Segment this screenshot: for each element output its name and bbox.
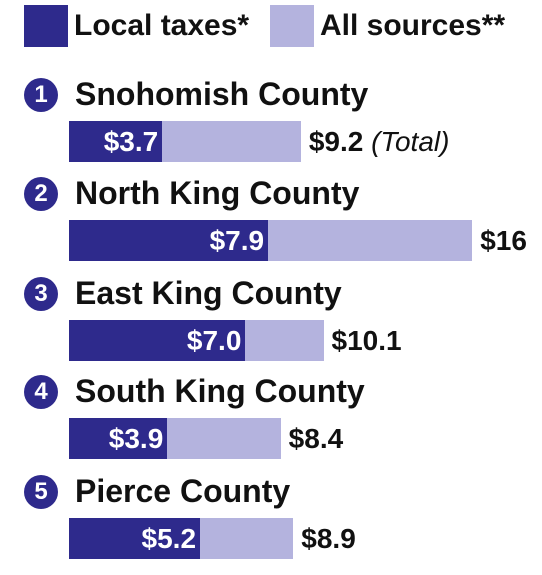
county-name: Pierce County [75,473,291,509]
legend-swatch-local-taxes [24,5,68,47]
all-sources-value: $9.2 (Total) [309,121,450,162]
local-taxes-value: $7.9 [209,225,265,256]
all-sources-value: $10.1 [332,320,402,361]
county-name: North King County [75,175,360,211]
all-sources-value: $8.9 [301,518,356,559]
row-east-king-county: 3 East King County $7.0 $10.1 [0,275,542,377]
bar-local-taxes [69,418,168,459]
total-value-text: $8.4 [288,423,344,454]
local-taxes-value: $3.9 [108,423,164,454]
county-name: South King County [75,373,365,409]
rank-badge: 2 [24,177,58,211]
local-taxes-value: $7.0 [186,325,242,356]
county-name: East King County [75,275,342,311]
total-note: (Total) [363,126,450,157]
total-value-text: $9.2 [308,126,364,157]
all-sources-value: $8.4 [289,418,344,459]
rank-badge: 5 [24,475,58,509]
total-value-text: $16 [480,225,527,256]
total-value-text: $10.1 [331,325,402,356]
local-taxes-value: $5.2 [141,523,197,554]
bar-local-taxes [69,220,269,261]
rank-badge: 3 [24,277,58,311]
row-south-king-county: 4 South King County $3.9 $8.4 [0,373,542,475]
row-pierce-county: 5 Pierce County $5.2 $8.9 [0,473,542,575]
rank-badge: 1 [24,78,58,112]
row-north-king-county: 2 North King County $7.9 $16 [0,175,542,277]
bar-local-taxes [69,518,201,559]
legend-label-local-taxes: Local taxes* [74,9,250,42]
bar-local-taxes [69,320,246,361]
all-sources-value: $16 [480,220,527,261]
legend-label-all-sources: All sources** [320,9,506,42]
local-taxes-value: $3.7 [103,126,159,157]
row-snohomish-county: 1 Snohomish County $3.7 $9.2 (Total) [0,76,542,178]
county-name: Snohomish County [75,76,369,112]
legend-swatch-all-sources [270,5,314,47]
total-value-text: $8.9 [301,523,356,554]
bar-local-taxes [69,121,163,162]
rank-badge: 4 [24,375,58,409]
